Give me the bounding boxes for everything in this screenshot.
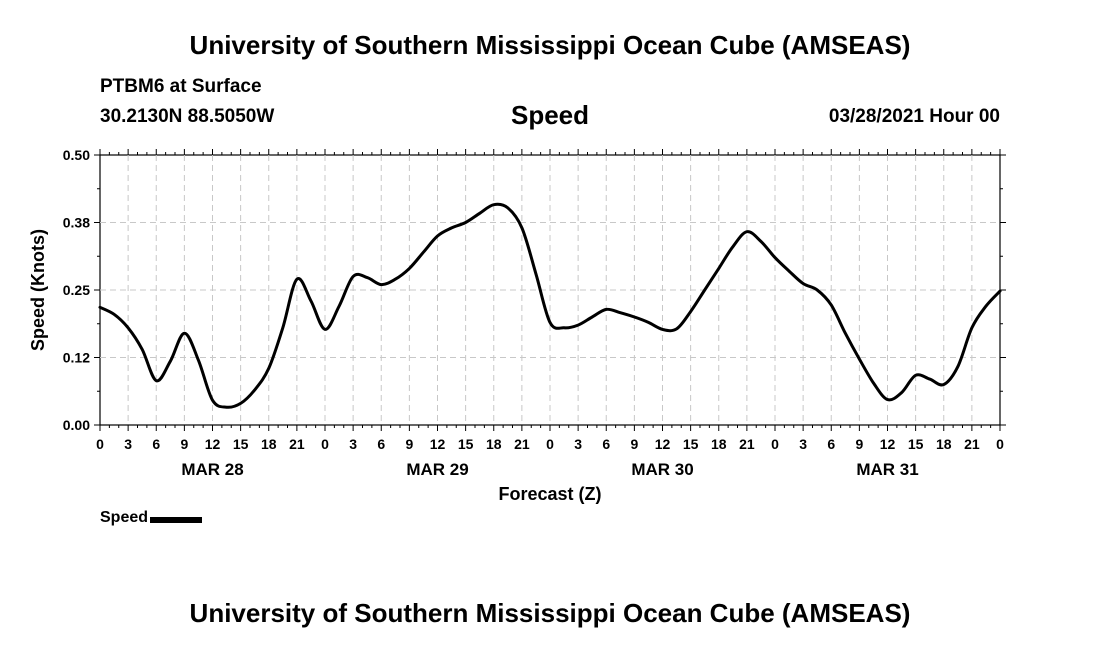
station-label: PTBM6 at Surface <box>100 76 262 97</box>
x-tick-label: 21 <box>289 436 305 452</box>
x-tick-label: 15 <box>908 436 924 452</box>
y-tick-label: 0.25 <box>63 282 90 298</box>
x-tick-label: 9 <box>180 436 188 452</box>
x-tick-label: 15 <box>683 436 699 452</box>
x-tick-label: 6 <box>827 436 835 452</box>
legend-label: Speed <box>100 509 149 526</box>
x-tick-label: 18 <box>486 436 502 452</box>
datetime-label: 03/28/2021 Hour 00 <box>828 106 1000 127</box>
footer-title: University of Southern Mississippi Ocean… <box>189 598 911 628</box>
x-tick-label: 0 <box>96 436 104 452</box>
x-tick-label: 18 <box>936 436 952 452</box>
x-tick-label: 12 <box>880 436 896 452</box>
x-tick-label: 3 <box>574 436 582 452</box>
day-label: MAR 28 <box>181 460 243 479</box>
x-tick-label: 0 <box>771 436 779 452</box>
y-tick-label: 0.50 <box>63 147 90 163</box>
x-tick-label: 15 <box>458 436 474 452</box>
day-label: MAR 30 <box>631 460 693 479</box>
y-tick-label: 0.00 <box>63 417 90 433</box>
x-tick-label: 15 <box>233 436 249 452</box>
x-axis: 0 3 6 9 12 15 18 21 0 3 6 9 12 15 18 21 0 3 6 9 12 15 18 21 0 3 6 9… <box>96 149 1004 479</box>
x-tick-label: 21 <box>739 436 755 452</box>
speed-series-line <box>98 202 1002 409</box>
x-tick-label: 18 <box>711 436 727 452</box>
x-tick-label: 9 <box>630 436 638 452</box>
coordinates-label: 30.2130N 88.5050W <box>100 106 275 127</box>
x-tick-label: 3 <box>799 436 807 452</box>
x-tick-label: 12 <box>655 436 671 452</box>
day-label: MAR 29 <box>406 460 468 479</box>
legend: Speed <box>100 509 203 527</box>
x-tick-label: 12 <box>205 436 221 452</box>
x-tick-label: 6 <box>152 436 160 452</box>
x-tick-label: 0 <box>546 436 554 452</box>
x-axis-label: Forecast (Z) <box>498 484 601 504</box>
legend-line-swatch <box>150 516 203 523</box>
y-axis-label: Speed (Knots) <box>28 229 48 351</box>
chart-title: Speed <box>510 100 590 130</box>
y-tick-label: 0.38 <box>63 215 90 231</box>
x-tick-label: 3 <box>349 436 357 452</box>
y-axis: 0.00 0.12 0.25 0.38 0.50 <box>63 147 1006 433</box>
x-tick-label: 3 <box>124 436 132 452</box>
x-tick-label: 12 <box>430 436 446 452</box>
x-tick-label: 6 <box>377 436 385 452</box>
gridlines <box>100 155 1000 425</box>
x-tick-label: 18 <box>261 436 277 452</box>
x-tick-label: 0 <box>321 436 329 452</box>
page-title: University of Southern Mississippi Ocean… <box>189 30 911 60</box>
x-tick-label: 9 <box>855 436 863 452</box>
day-label: MAR 31 <box>856 460 918 479</box>
x-tick-label: 6 <box>602 436 610 452</box>
x-tick-label: 9 <box>405 436 413 452</box>
x-tick-label: 21 <box>514 436 530 452</box>
x-tick-label: 0 <box>996 436 1004 452</box>
y-tick-label: 0.12 <box>63 350 90 366</box>
x-tick-label: 21 <box>964 436 980 452</box>
